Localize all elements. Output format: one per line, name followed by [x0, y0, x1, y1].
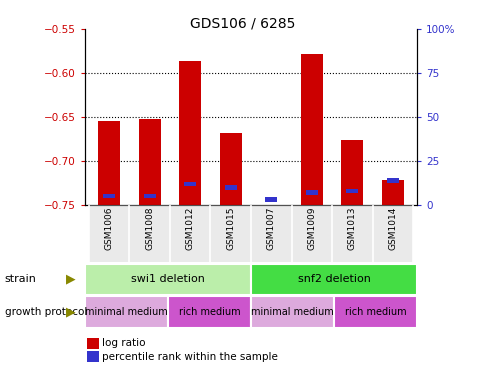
Text: GSM1008: GSM1008 — [145, 207, 154, 250]
Bar — [251, 296, 333, 328]
Text: GSM1009: GSM1009 — [307, 207, 316, 250]
Bar — [103, 194, 115, 198]
Bar — [251, 264, 416, 295]
Bar — [129, 205, 169, 262]
Bar — [333, 296, 416, 328]
Text: minimal medium: minimal medium — [251, 307, 333, 317]
Bar — [179, 61, 201, 205]
Bar — [251, 205, 291, 262]
Bar — [291, 205, 332, 262]
Bar — [381, 180, 403, 205]
Bar — [386, 178, 398, 183]
Text: rich medium: rich medium — [344, 307, 406, 317]
Text: GSM1006: GSM1006 — [105, 207, 113, 250]
Bar — [87, 351, 99, 362]
Text: growth protocol: growth protocol — [5, 307, 87, 317]
Text: snf2 deletion: snf2 deletion — [297, 274, 370, 284]
Bar — [259, 205, 282, 207]
Text: GSM1012: GSM1012 — [185, 207, 194, 250]
Bar — [210, 205, 251, 262]
Bar — [300, 54, 322, 205]
Text: swi1 deletion: swi1 deletion — [131, 274, 204, 284]
Bar — [85, 296, 167, 328]
Bar — [340, 140, 363, 205]
Bar — [219, 133, 242, 205]
Bar — [224, 185, 236, 190]
Bar — [138, 119, 161, 205]
Bar — [143, 194, 155, 198]
Bar — [87, 338, 99, 349]
Text: log ratio: log ratio — [102, 338, 145, 348]
Bar — [85, 264, 251, 295]
Text: percentile rank within the sample: percentile rank within the sample — [102, 352, 277, 362]
Bar — [305, 190, 317, 195]
Text: GDS106 / 6285: GDS106 / 6285 — [189, 16, 295, 30]
Text: minimal medium: minimal medium — [85, 307, 167, 317]
Bar — [265, 198, 277, 202]
Bar — [98, 121, 120, 205]
Text: GSM1014: GSM1014 — [388, 207, 396, 250]
Text: ▶: ▶ — [65, 273, 75, 285]
Text: ▶: ▶ — [65, 306, 75, 318]
Text: GSM1015: GSM1015 — [226, 207, 235, 250]
Bar — [346, 189, 358, 193]
Bar — [184, 182, 196, 186]
Bar — [372, 205, 412, 262]
Bar — [167, 296, 251, 328]
Bar — [89, 205, 129, 262]
Text: GSM1013: GSM1013 — [347, 207, 356, 250]
Bar — [169, 205, 210, 262]
Bar — [332, 205, 372, 262]
Text: rich medium: rich medium — [178, 307, 240, 317]
Text: strain: strain — [5, 274, 37, 284]
Text: GSM1007: GSM1007 — [266, 207, 275, 250]
